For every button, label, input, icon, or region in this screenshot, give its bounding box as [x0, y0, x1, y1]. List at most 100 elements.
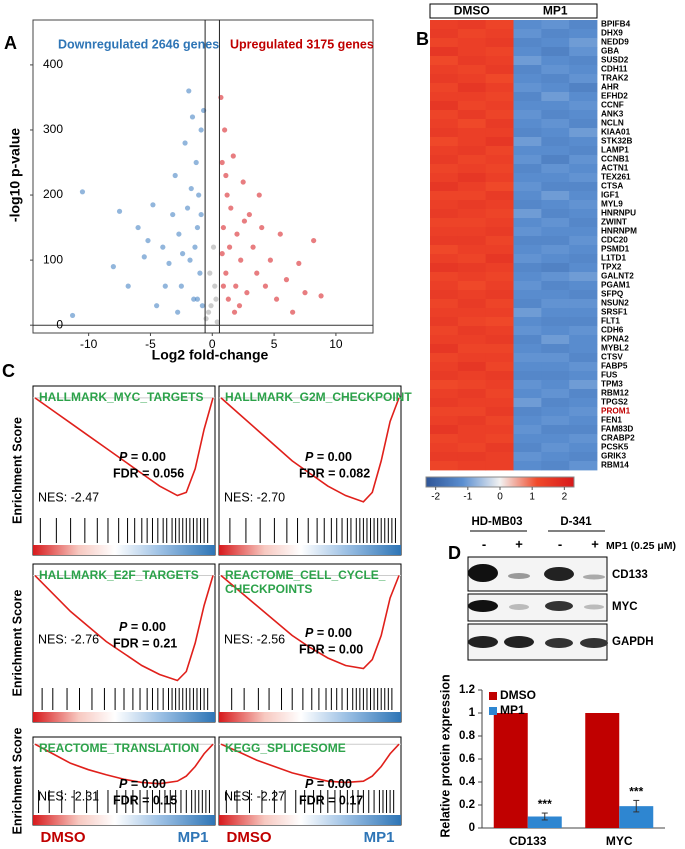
row-label: CDH11: [601, 65, 628, 74]
point: [154, 303, 160, 309]
point: [230, 153, 236, 159]
point: [273, 296, 280, 302]
row-label: HNRNPU: [601, 209, 636, 218]
heat-cell: [430, 416, 459, 426]
heat-cell: [430, 272, 459, 282]
heat-cell: [430, 452, 459, 462]
heat-cell: [430, 281, 459, 291]
y-tick-label: 1.2: [459, 684, 475, 696]
heat-cell: [430, 191, 459, 201]
heat-cell: [457, 110, 487, 120]
heat-cell: [430, 146, 459, 156]
point: [223, 270, 229, 276]
heat-cell: [430, 461, 459, 471]
gsea-frame: [32, 736, 216, 826]
heat-cell: [541, 83, 570, 93]
point: [184, 205, 191, 211]
heat-cell: [457, 173, 487, 183]
protein-label: MYC: [612, 601, 638, 613]
rank-bar: [33, 815, 215, 825]
heat-cell: [457, 47, 487, 57]
heat-cell: [541, 164, 570, 174]
heat-cell: [569, 92, 598, 102]
heat-cell: [430, 47, 459, 57]
heat-cell: [513, 353, 542, 363]
heat-cell: [430, 20, 459, 30]
heat-cell: [541, 191, 570, 201]
group-label: DMSO: [454, 4, 490, 18]
heat-cell: [485, 362, 514, 372]
protein-label: CD133: [612, 569, 648, 581]
row-label: CTSV: [601, 353, 623, 362]
point: [267, 257, 273, 263]
point: [208, 303, 214, 309]
heat-cell: [513, 56, 542, 66]
band: [504, 636, 534, 648]
heat-cell: [457, 308, 487, 318]
heat-cell: [513, 452, 542, 462]
heat-cell: [569, 38, 598, 48]
heat-cell: [457, 29, 487, 39]
point: [166, 260, 172, 266]
y-axis-label: Enrichment Score: [10, 589, 24, 696]
heat-cell: [569, 281, 598, 291]
heat-cell: [569, 56, 598, 66]
row-label: FEN1: [601, 416, 622, 425]
y-tick-label: 400: [43, 57, 63, 71]
row-label: STK32B: [601, 137, 632, 146]
point: [311, 237, 317, 244]
point: [212, 283, 218, 289]
heat-cell: [569, 353, 598, 363]
row-label: ZWINT: [601, 218, 627, 227]
point: [207, 270, 213, 276]
heat-cell: [485, 83, 514, 93]
heat-cell: [541, 326, 570, 336]
heat-cell: [457, 128, 487, 138]
row-label: FLT1: [601, 317, 620, 326]
heat-cell: [430, 110, 459, 120]
row-label: CDH6: [601, 326, 624, 335]
fdr: FDR = 0.056: [113, 466, 184, 480]
heat-cell: [485, 308, 514, 318]
heat-cell: [513, 281, 542, 291]
heat-cell: [569, 101, 598, 111]
heat-cell: [485, 389, 514, 399]
row-label: CCNB1: [601, 155, 630, 164]
legend-swatch: [489, 692, 497, 700]
point: [250, 244, 256, 250]
heat-cell: [513, 389, 542, 399]
enrichment-curve: [34, 574, 214, 682]
x-tick-label: 10: [329, 337, 343, 351]
band: [544, 567, 574, 581]
heat-cell: [430, 29, 459, 39]
point: [188, 185, 194, 192]
heat-cell: [513, 119, 542, 129]
heat-cell: [513, 371, 542, 381]
bar: [619, 806, 654, 828]
point: [220, 283, 226, 289]
heat-cell: [430, 173, 459, 183]
heat-cell: [569, 335, 598, 345]
heat-cell: [541, 128, 570, 138]
heat-cell: [513, 101, 542, 111]
y-axis-label: -log10 p-value: [7, 128, 23, 222]
legend-label: DMSO: [500, 688, 536, 702]
heat-cell: [541, 290, 570, 300]
heat-cell: [569, 272, 598, 282]
panel-label: D: [448, 543, 461, 563]
heat-cell: [457, 182, 487, 192]
heat-cell: [485, 74, 514, 84]
heat-cell: [541, 155, 570, 165]
heat-cell: [430, 137, 459, 147]
heat-cell: [457, 101, 487, 111]
row-label: BPIFB4: [601, 20, 631, 29]
heat-cell: [485, 443, 514, 453]
band: [468, 564, 498, 582]
bar: [527, 816, 562, 828]
point: [222, 127, 228, 133]
gsea-frame: [32, 385, 216, 556]
x-tick-label: -10: [80, 337, 98, 351]
row-label: TPGS2: [601, 398, 628, 407]
heat-cell: [430, 371, 459, 381]
x-tick-label: -5: [145, 337, 156, 351]
